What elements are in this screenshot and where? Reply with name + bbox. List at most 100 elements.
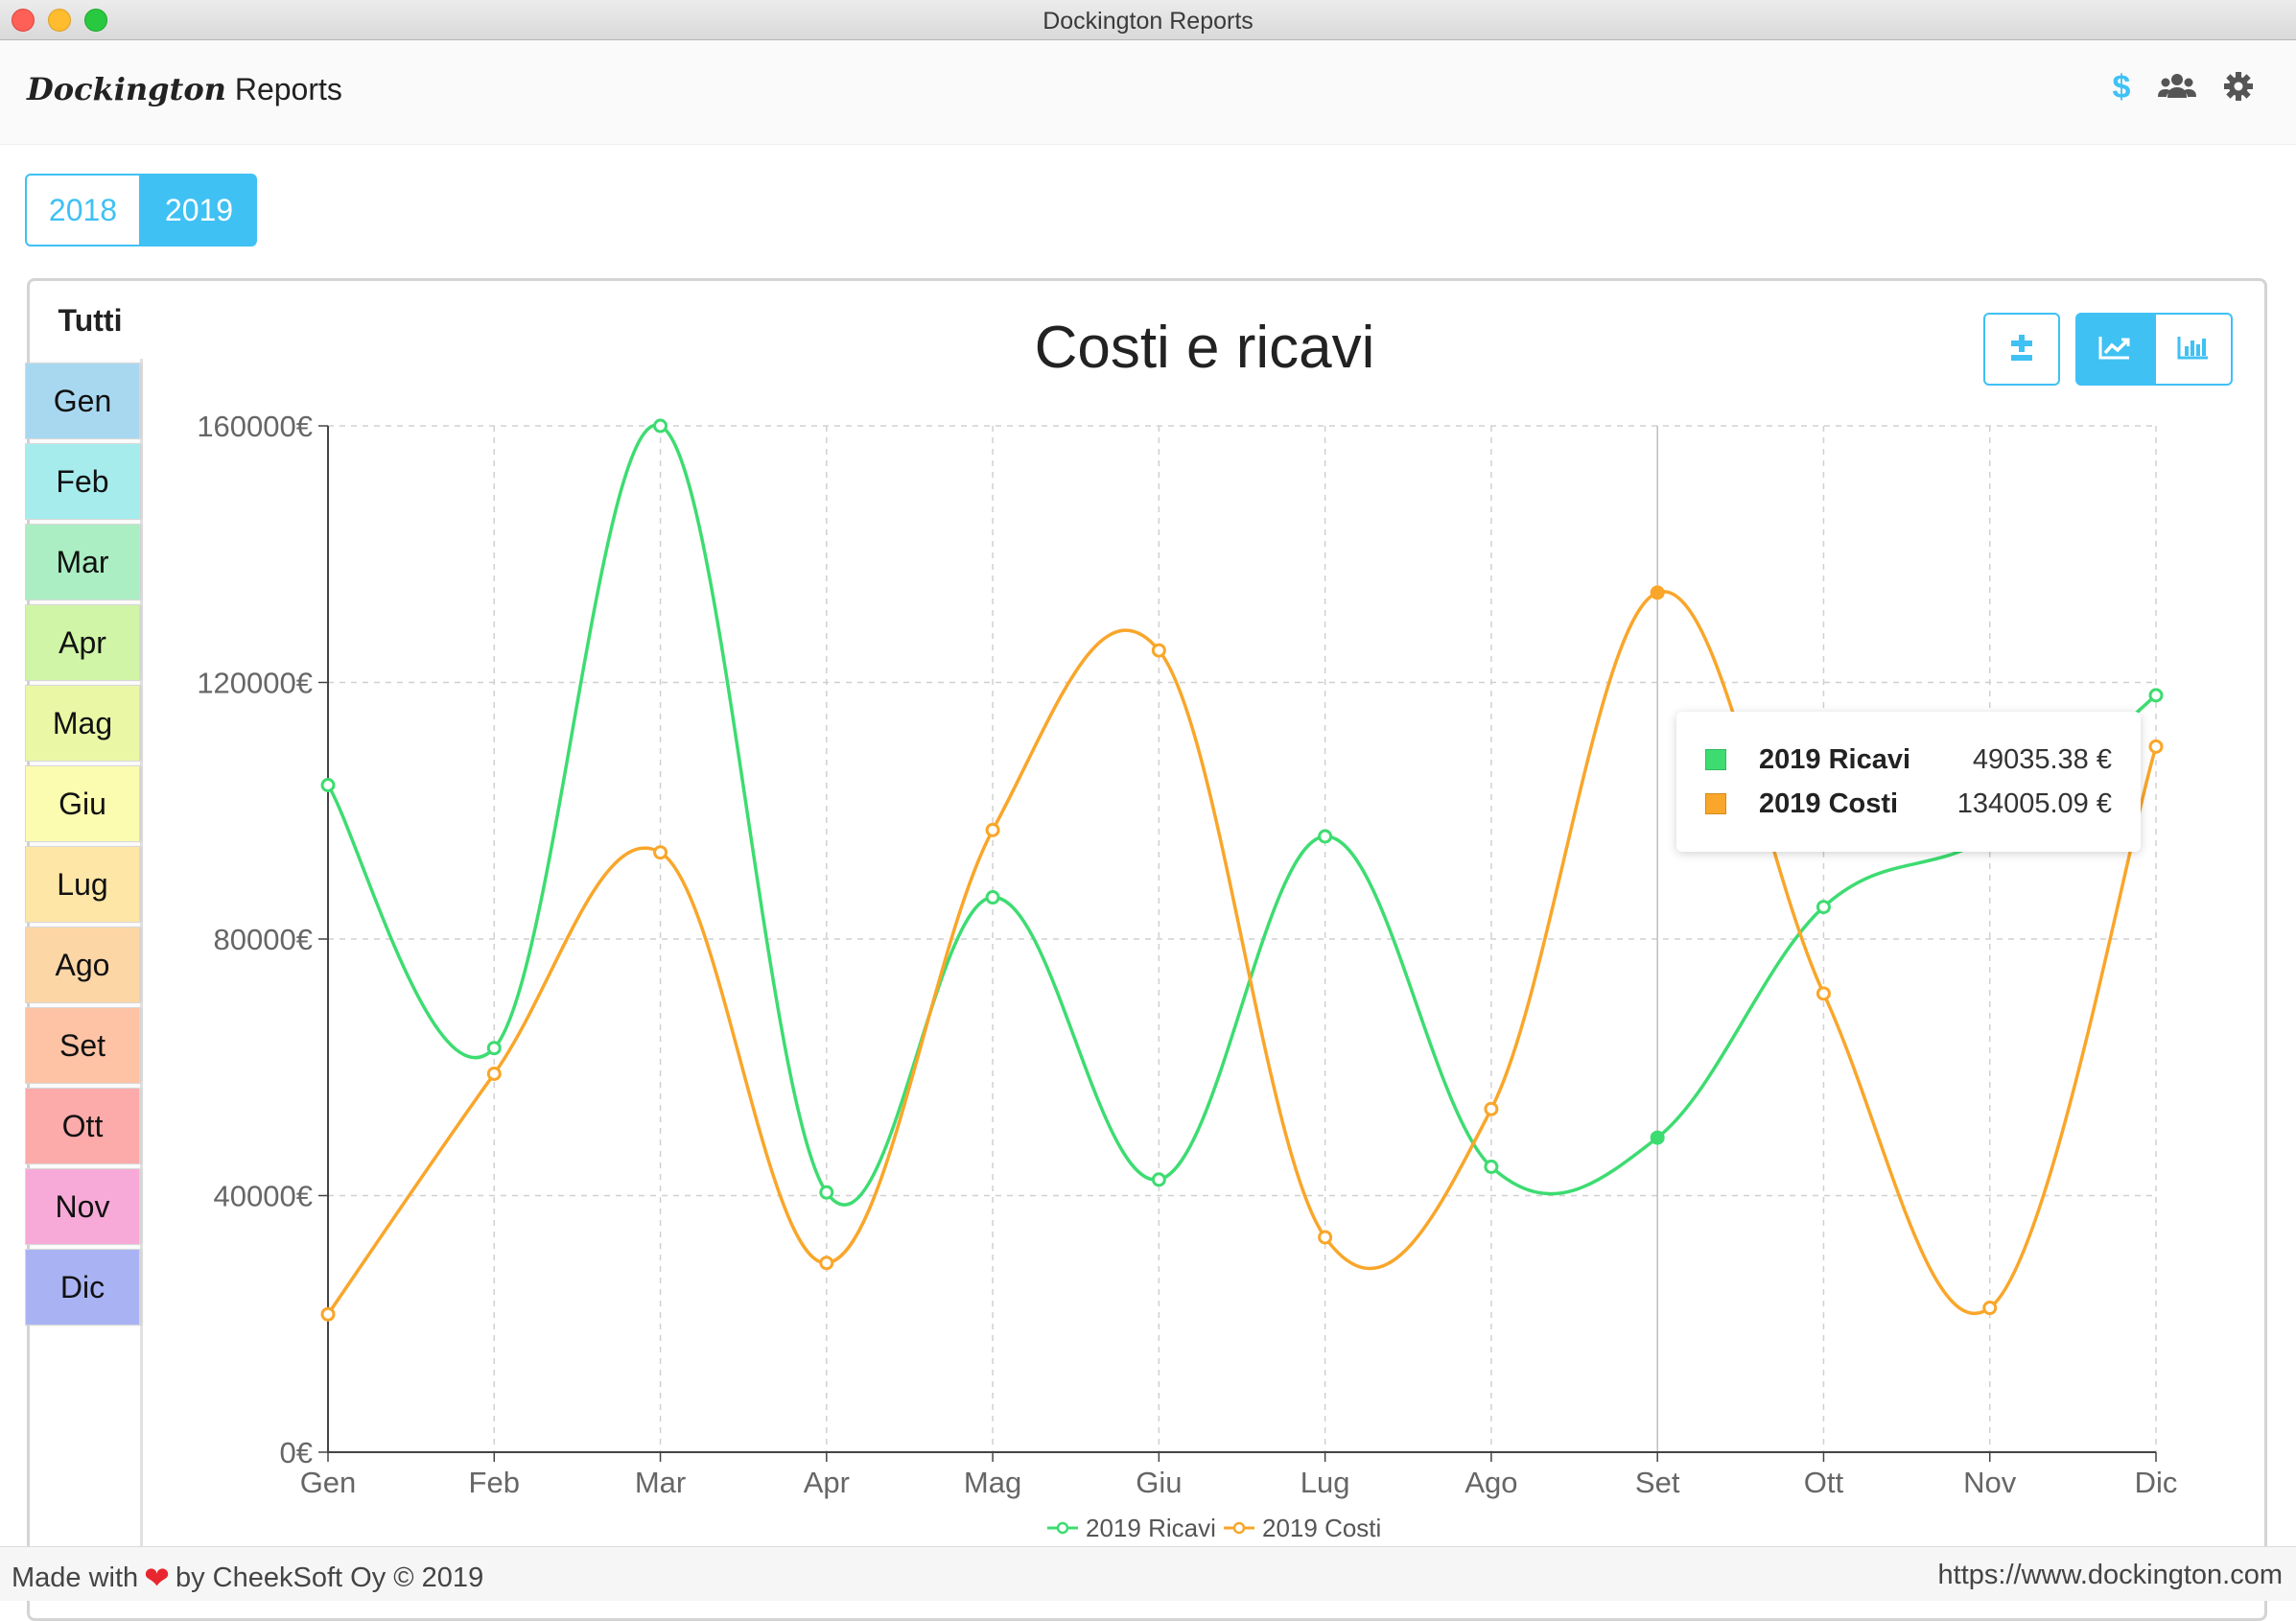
y-tick-label: 40000€ xyxy=(214,1180,313,1213)
data-point xyxy=(653,845,668,860)
y-tick-label: 120000€ xyxy=(197,667,313,700)
x-tick-label: Ago xyxy=(1464,1466,1517,1499)
legend-marker-point xyxy=(1056,1521,1069,1535)
chart-tooltip: 2019 Ricavi 49035.38 € 2019 Costi 134005… xyxy=(1676,712,2141,852)
tabs-divider xyxy=(140,359,143,1548)
data-point xyxy=(1982,1301,1998,1316)
x-tick-label: Mar xyxy=(635,1466,686,1499)
tooltip-series-value: 134005.09 € xyxy=(1956,787,2112,819)
data-point xyxy=(2148,688,2164,703)
data-point xyxy=(819,1185,834,1200)
month-tab-ago[interactable]: Ago xyxy=(25,927,140,1003)
brand-logo: Dockington Reports xyxy=(27,71,342,107)
footer-made-with: Made with xyxy=(12,1562,139,1593)
gear-icon[interactable] xyxy=(2219,67,2258,106)
legend-item-label: 2019 Ricavi xyxy=(1086,1514,1216,1542)
data-point xyxy=(819,1256,834,1271)
data-point xyxy=(985,890,1000,905)
x-tick-label: Gen xyxy=(300,1466,357,1499)
year-button-2018[interactable]: 2018 xyxy=(25,174,141,247)
data-point xyxy=(1650,585,1665,600)
footer-credits: Made with ❤ by CheekSoft Oy © 2019 xyxy=(12,1560,483,1596)
x-tick-label: Mag xyxy=(964,1466,1021,1499)
data-point xyxy=(1484,1159,1499,1174)
data-point xyxy=(1816,900,1831,915)
window-title: Dockington Reports xyxy=(1043,8,1253,35)
month-tab-ott[interactable]: Ott xyxy=(25,1088,140,1164)
tooltip-series-name: 2019 Ricavi xyxy=(1759,743,1911,775)
month-tab-dic[interactable]: Dic xyxy=(25,1249,140,1326)
footer-url[interactable]: https://www.dockington.com xyxy=(1937,1560,2283,1590)
series-line-1 xyxy=(326,590,2158,1316)
month-tab-set[interactable]: Set xyxy=(25,1007,140,1084)
line-chart-icon xyxy=(2098,335,2131,364)
year-selector: 2018 2019 xyxy=(25,174,257,247)
heart-icon: ❤ xyxy=(144,1561,170,1595)
tooltip-series-name: 2019 Costi xyxy=(1759,787,1899,819)
brand-plain: Reports xyxy=(234,72,342,106)
chart-title: Costi e ricavi xyxy=(1035,315,1375,381)
month-tab-feb[interactable]: Feb xyxy=(25,443,140,520)
svg-text:$: $ xyxy=(2113,69,2131,104)
x-tick-label: Ott xyxy=(1804,1466,1844,1499)
tooltip-row-costi: 2019 Costi 134005.09 € xyxy=(1705,785,2112,823)
month-tab-apr[interactable]: Apr xyxy=(25,604,140,681)
y-tick-label: 160000€ xyxy=(197,410,313,443)
x-tick-label: Dic xyxy=(2135,1466,2178,1499)
tooltip-swatch xyxy=(1705,749,1726,770)
plus-minus-button[interactable] xyxy=(1983,313,2060,386)
y-tick-label: 80000€ xyxy=(214,923,313,956)
legend-marker-point xyxy=(1232,1521,1246,1535)
data-point xyxy=(1318,1230,1333,1245)
month-tab-mar[interactable]: Mar xyxy=(25,524,140,600)
data-point xyxy=(1151,1172,1166,1187)
tooltip-series-value: 49035.38 € xyxy=(1972,743,2112,775)
line-chart: Costi e ricavi 0€ 40000€ 80000€ 120000€ 1600… xyxy=(197,315,2178,1542)
tab-all[interactable]: Tutti xyxy=(31,282,150,359)
month-tab-nov[interactable]: Nov xyxy=(25,1168,140,1245)
month-tab-mag[interactable]: Mag xyxy=(25,685,140,762)
app-header: Dockington Reports $ xyxy=(0,40,2296,145)
plus-minus-icon xyxy=(2008,333,2035,366)
data-point xyxy=(1484,1101,1499,1116)
data-point xyxy=(320,778,336,792)
bar-chart-button[interactable] xyxy=(2154,313,2233,386)
data-point xyxy=(1650,1130,1665,1145)
x-tick-label: Lug xyxy=(1300,1466,1350,1499)
data-point xyxy=(320,1306,336,1322)
bar-chart-icon xyxy=(2177,335,2210,364)
series-line-0 xyxy=(326,423,2158,1207)
footer-by: by CheekSoft Oy © 2019 xyxy=(175,1562,484,1593)
line-chart-button[interactable] xyxy=(2075,313,2154,386)
dollar-icon[interactable]: $ xyxy=(2102,67,2141,106)
data-point xyxy=(486,1041,502,1056)
tooltip-swatch xyxy=(1705,793,1726,814)
x-tick-label: Nov xyxy=(1963,1466,2017,1499)
data-point xyxy=(1318,829,1333,844)
data-point xyxy=(653,418,668,434)
y-tick-label: 0€ xyxy=(280,1436,313,1469)
window-maximize-button[interactable] xyxy=(84,9,107,32)
x-tick-label: Feb xyxy=(469,1466,520,1499)
data-point xyxy=(985,822,1000,837)
brand-script: Dockington xyxy=(27,71,226,107)
x-tick-label: Set xyxy=(1635,1466,1680,1499)
window-close-button[interactable] xyxy=(12,9,35,32)
window-titlebar: Dockington Reports xyxy=(0,0,2296,40)
footer: Made with ❤ by CheekSoft Oy © 2019 https… xyxy=(0,1546,2296,1601)
x-tick-label: Apr xyxy=(804,1466,850,1499)
month-tab-giu[interactable]: Giu xyxy=(25,765,140,842)
report-panel xyxy=(27,278,2267,1621)
data-point xyxy=(2148,739,2164,754)
data-point xyxy=(1816,986,1831,1001)
window-minimize-button[interactable] xyxy=(48,9,71,32)
month-tab-gen[interactable]: Gen xyxy=(25,363,140,439)
tooltip-row-ricavi: 2019 Ricavi 49035.38 € xyxy=(1705,740,2112,779)
data-point xyxy=(486,1066,502,1081)
legend-item-label: 2019 Costi xyxy=(1262,1514,1381,1542)
x-tick-label: Giu xyxy=(1136,1466,1182,1499)
month-tab-lug[interactable]: Lug xyxy=(25,846,140,923)
data-point xyxy=(1151,643,1166,658)
year-button-2019[interactable]: 2019 xyxy=(141,174,257,247)
users-icon[interactable] xyxy=(2158,67,2196,106)
